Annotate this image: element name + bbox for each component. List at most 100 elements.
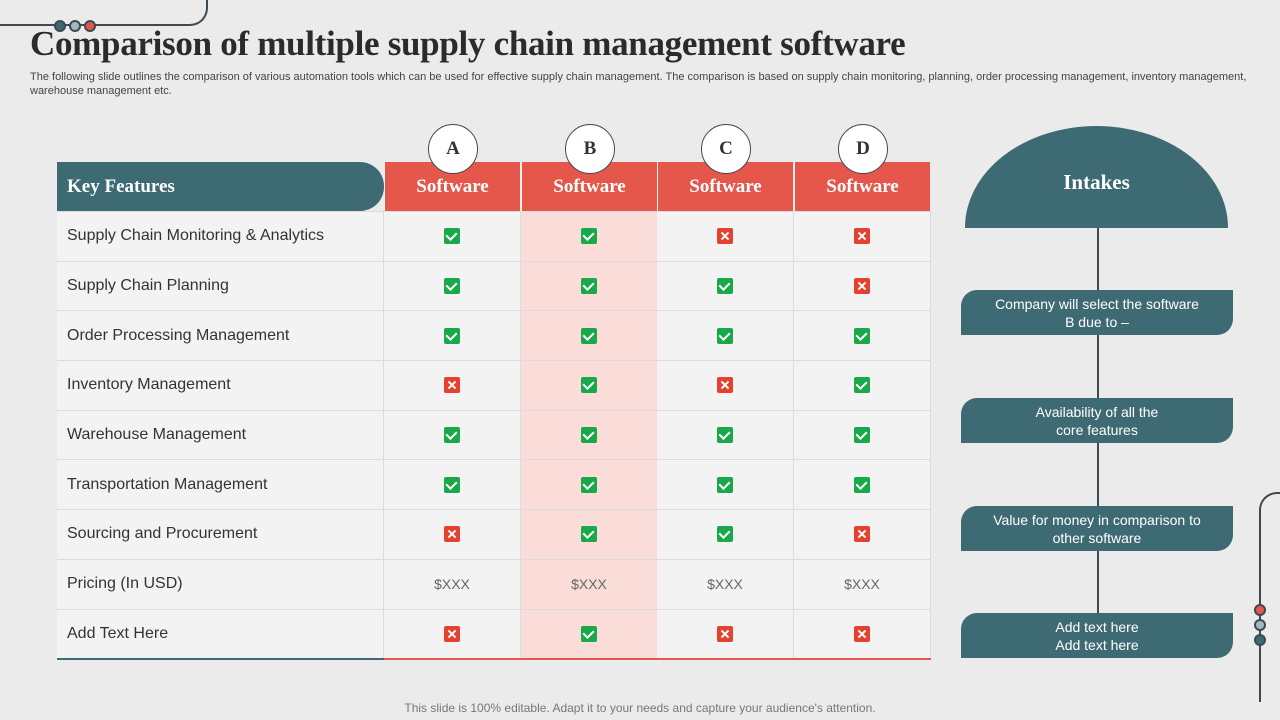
price-value: $XXX [571,576,607,593]
check-icon [581,327,597,344]
feature-label: Inventory Management [57,361,384,410]
comparison-cell [384,261,521,311]
check-icon [717,476,733,493]
check-icon [444,427,460,444]
comparison-cell: $XXX [794,559,931,609]
table-row: Sourcing and Procurement [57,509,931,559]
check-icon [444,278,460,295]
cross-icon [444,625,460,642]
decorative-dot [69,20,81,32]
cross-icon [854,278,870,295]
feature-label: Order Processing Management [57,311,384,361]
comparison-table: Key Features Software A Software B Softw… [57,124,931,661]
comparison-cell [521,361,658,410]
comparison-cell [384,311,521,361]
comparison-cell [657,212,794,261]
cross-icon [717,228,733,245]
comparison-cell [657,510,794,559]
check-icon [717,526,733,543]
check-icon [581,278,597,295]
check-icon [854,327,870,344]
comparison-cell [384,609,521,659]
comparison-cell [794,609,931,659]
comparison-cell [521,410,658,460]
decorative-dot [1254,619,1266,631]
comparison-cell [521,261,658,311]
column-letter-circle: D [838,124,888,174]
table-row: Order Processing Management [57,310,931,361]
column-letter-circle: C [701,124,751,174]
check-icon [854,377,870,394]
comparison-cell [384,510,521,559]
check-icon [854,427,870,444]
check-icon [444,476,460,493]
comparison-cell [794,212,931,261]
feature-label: Supply Chain Planning [57,261,384,311]
intakes-header: Intakes [965,126,1228,228]
check-icon [581,377,597,394]
comparison-cell [384,410,521,460]
comparison-cell [384,460,521,510]
comparison-cell [521,460,658,510]
intake-item: Company will select the software B due t… [961,290,1233,335]
table-row: Supply Chain Monitoring & Analytics [57,211,931,261]
comparison-cell: $XXX [384,559,521,609]
check-icon [854,476,870,493]
check-icon [444,228,460,245]
feature-label: Transportation Management [57,460,384,510]
table-body: Supply Chain Monitoring & Analytics Suppl… [57,211,931,659]
feature-label: Add Text Here [57,609,384,659]
comparison-cell [794,460,931,510]
page-subtitle: The following slide outlines the compari… [30,71,1247,97]
feature-label: Warehouse Management [57,410,384,460]
comparison-cell [521,311,658,361]
comparison-cell: $XXX [521,559,658,609]
table-row: Supply Chain Planning [57,260,931,311]
cross-icon [854,228,870,245]
decorative-dot [1254,634,1266,646]
check-icon [581,625,597,642]
comparison-cell [657,361,794,410]
check-icon [581,228,597,245]
check-icon [717,427,733,444]
feature-label: Supply Chain Monitoring & Analytics [57,212,384,261]
decorative-line-top [0,0,208,26]
table-header-row: Key Features Software A Software B Softw… [57,124,931,211]
page-title: Comparison of multiple supply chain mana… [30,24,906,63]
cross-icon [444,526,460,543]
column-letter-circle: A [428,124,478,174]
comparison-cell [794,410,931,460]
check-icon [444,327,460,344]
price-value: $XXX [844,576,880,593]
column-label: Software [553,176,626,197]
check-icon [581,427,597,444]
comparison-cell [384,212,521,261]
comparison-cell [794,261,931,311]
column-letter-circle: B [565,124,615,174]
table-bottom-border [57,658,931,661]
table-row: Warehouse Management [57,409,931,460]
table-row: Add Text Here [57,608,931,659]
check-icon [717,327,733,344]
feature-label: Sourcing and Procurement [57,510,384,559]
cross-icon [854,625,870,642]
column-header-c: Software C [657,124,793,211]
feature-label: Pricing (In USD) [57,559,384,609]
check-icon [581,476,597,493]
comparison-cell [521,212,658,261]
comparison-cell [521,609,658,659]
price-value: $XXX [434,576,470,593]
check-icon [717,278,733,295]
check-icon [581,526,597,543]
comparison-cell [657,460,794,510]
cross-icon [717,377,733,394]
comparison-cell [657,261,794,311]
column-label: Software [689,176,762,197]
column-header-a: Software A [384,124,520,211]
intake-item: Value for money in comparison to other s… [961,506,1233,551]
decorative-line-right [1259,492,1280,702]
comparison-cell [657,410,794,460]
comparison-cell [794,311,931,361]
comparison-cell: $XXX [657,559,794,609]
comparison-cell [521,510,658,559]
